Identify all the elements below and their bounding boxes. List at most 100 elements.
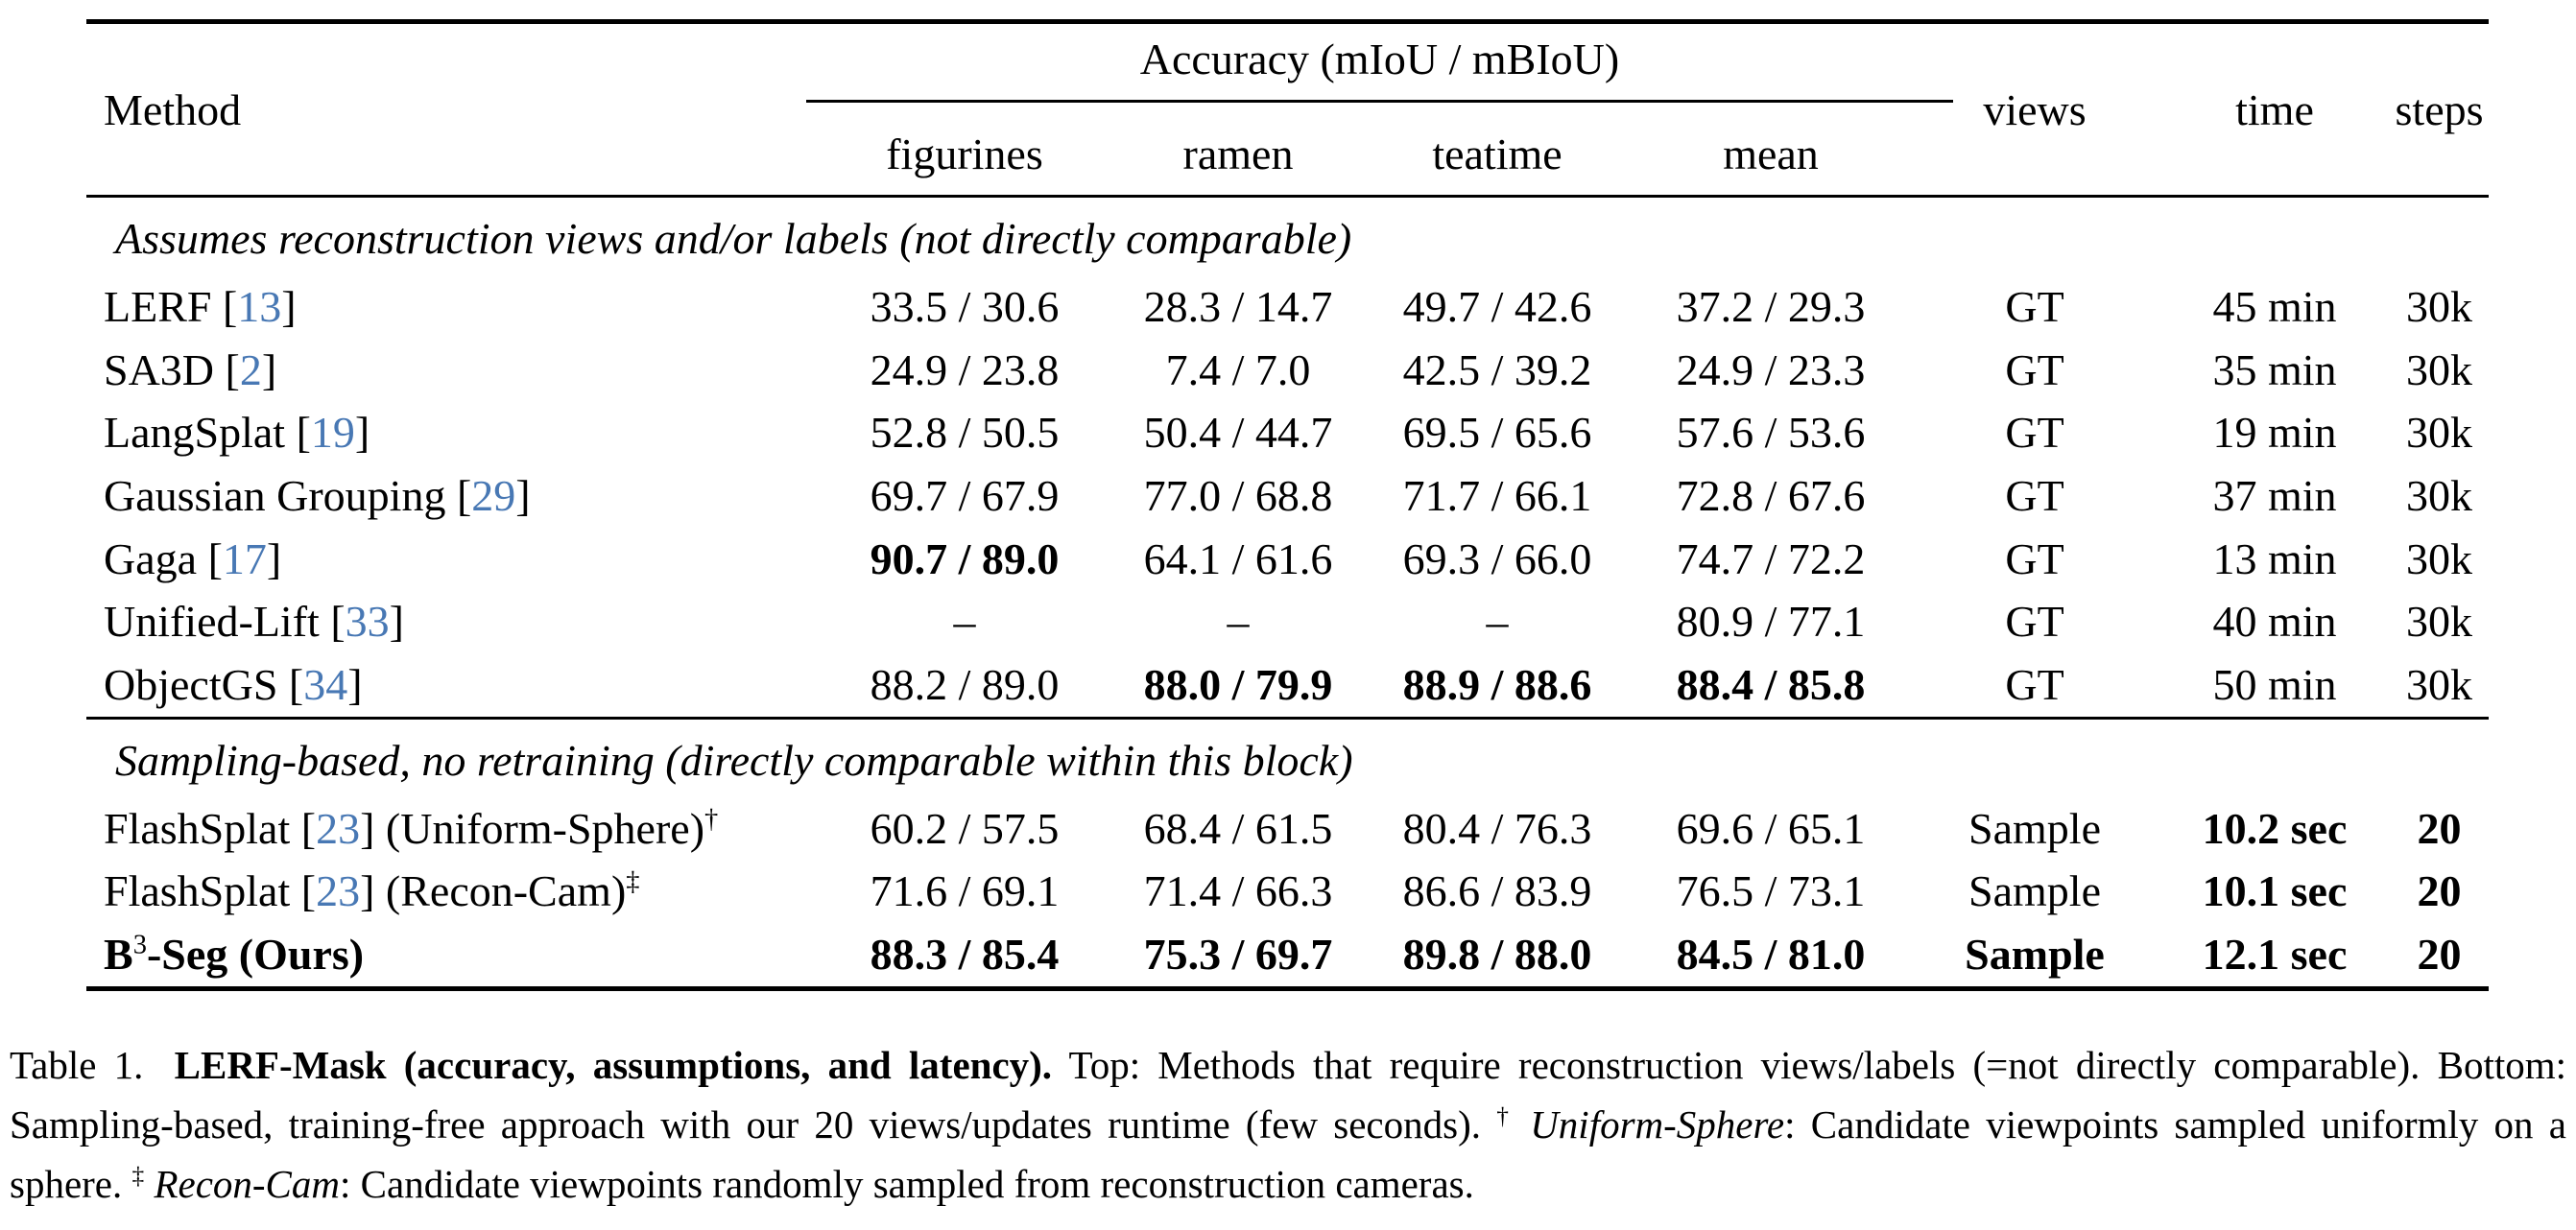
time-value: 35 min <box>2212 344 2337 394</box>
citation-link[interactable]: [29] <box>456 471 531 521</box>
views-value: GT <box>2005 282 2064 331</box>
teatime-score: 42.5 / 39.2 <box>1402 344 1592 394</box>
double-dagger-footnote-mark: ‡ <box>626 867 640 898</box>
table-row: FlashSplat [23] (Recon-Cam)‡ 71.6 / 69.1… <box>86 860 2489 923</box>
ramen-score: 28.3 / 14.7 <box>1143 282 1333 331</box>
mean-score: 88.4 / 85.8 <box>1676 660 1866 710</box>
views-value: GT <box>2005 597 2064 647</box>
column-header-mean: mean <box>1723 129 1819 178</box>
table-caption: Table 1. LERF-Mask (accuracy, assumption… <box>10 1035 2566 1214</box>
column-header-steps: steps <box>2395 84 2484 134</box>
column-header-ramen: ramen <box>1182 129 1294 178</box>
views-value: Sample <box>1968 866 2101 916</box>
citation-link[interactable]: [19] <box>296 408 370 458</box>
method-name: FlashSplat [23] (Recon-Cam)‡ <box>104 866 640 916</box>
views-value: GT <box>2005 660 2064 710</box>
figurines-score: 33.5 / 30.6 <box>870 282 1060 331</box>
method-name: ObjectGS [34] <box>104 660 363 710</box>
caption-ddagger-text: : Candidate viewpoints randomly sampled … <box>340 1161 1474 1206</box>
teatime-score: 80.4 / 76.3 <box>1402 803 1592 853</box>
section-a-title: Assumes reconstruction views and/or labe… <box>115 214 1352 263</box>
column-header-time: time <box>2235 84 2314 134</box>
table-row: Gaussian Grouping [29] 69.7 / 67.9 77.0 … <box>86 464 2489 528</box>
method-name: Unified-Lift [33] <box>104 597 404 647</box>
time-value: 12.1 sec <box>2202 930 2348 980</box>
ramen-score: 7.4 / 7.0 <box>1165 344 1311 394</box>
mean-score: 74.7 / 72.2 <box>1676 533 1866 583</box>
ramen-score: 50.4 / 44.7 <box>1143 408 1333 458</box>
teatime-score: 49.7 / 42.6 <box>1402 282 1592 331</box>
figurines-score: 69.7 / 67.9 <box>870 471 1060 521</box>
mean-score: 76.5 / 73.1 <box>1676 866 1866 916</box>
figurines-score: 52.8 / 50.5 <box>870 408 1060 458</box>
table-row: B3-Seg (Ours) 88.3 / 85.4 75.3 / 69.7 89… <box>86 923 2489 988</box>
teatime-score: 69.3 / 66.0 <box>1402 533 1592 583</box>
time-value: 50 min <box>2212 660 2337 710</box>
steps-value: 20 <box>2417 866 2462 916</box>
time-value: 45 min <box>2212 282 2337 331</box>
figurines-score: 71.6 / 69.1 <box>870 866 1060 916</box>
teatime-score: 69.5 / 65.6 <box>1402 408 1592 458</box>
ramen-score: 71.4 / 66.3 <box>1143 866 1333 916</box>
table-row: Gaga [17] 90.7 / 89.0 64.1 / 61.6 69.3 /… <box>86 528 2489 591</box>
ramen-score: 77.0 / 68.8 <box>1143 471 1333 521</box>
accuracy-group-label: Accuracy (mIoU / mBIoU) <box>806 34 1954 103</box>
mean-score: 24.9 / 23.3 <box>1676 344 1866 394</box>
section-title-row: Assumes reconstruction views and/or labe… <box>86 197 2489 276</box>
views-value: GT <box>2005 533 2064 583</box>
section-sampling-methods: Sampling-based, no retraining (directly … <box>86 718 2490 988</box>
steps-value: 20 <box>2417 930 2462 980</box>
ramen-score: 64.1 / 61.6 <box>1143 533 1333 583</box>
teatime-score: 86.6 / 83.9 <box>1402 866 1592 916</box>
figurines-score: 90.7 / 89.0 <box>870 533 1060 583</box>
method-name: SA3D [2] <box>104 344 277 394</box>
teatime-score: 88.9 / 88.6 <box>1402 660 1592 710</box>
citation-link[interactable]: [2] <box>225 344 277 394</box>
citation-link[interactable]: [33] <box>330 597 404 647</box>
mean-score: 84.5 / 81.0 <box>1676 930 1866 980</box>
double-dagger-footnote-mark: ‡ <box>131 1162 145 1190</box>
citation-link[interactable]: [17] <box>207 533 282 583</box>
steps-value: 30k <box>2406 597 2473 647</box>
table-header: Method Accuracy (mIoU / mBIoU) views tim… <box>86 22 2490 197</box>
column-group-accuracy: Accuracy (mIoU / mBIoU) <box>806 22 1954 113</box>
steps-value: 30k <box>2406 660 2473 710</box>
section-b-title: Sampling-based, no retraining (directly … <box>115 735 1353 785</box>
steps-value: 30k <box>2406 344 2473 394</box>
time-value: 40 min <box>2212 597 2337 647</box>
table-row: FlashSplat [23] (Uniform-Sphere)† 60.2 /… <box>86 797 2489 861</box>
citation-link[interactable]: [23] <box>300 803 375 853</box>
mean-score: 72.8 / 67.6 <box>1676 471 1866 521</box>
steps-value: 30k <box>2406 533 2473 583</box>
citation-link[interactable]: [13] <box>222 282 297 331</box>
results-table: Method Accuracy (mIoU / mBIoU) views tim… <box>86 19 2490 991</box>
caption-term-recon-cam: Recon-Cam <box>154 1161 341 1206</box>
mean-score: 80.9 / 77.1 <box>1676 597 1866 647</box>
column-header-views: views <box>1983 84 2087 134</box>
citation-link[interactable]: [34] <box>288 660 363 710</box>
method-name: LERF [13] <box>104 282 297 331</box>
views-value: Sample <box>1968 803 2101 853</box>
mean-score: 37.2 / 29.3 <box>1676 282 1866 331</box>
table-row: SA3D [2] 24.9 / 23.8 7.4 / 7.0 42.5 / 39… <box>86 339 2489 402</box>
figurines-score: – <box>953 597 976 647</box>
mean-score: 57.6 / 53.6 <box>1676 408 1866 458</box>
steps-value: 30k <box>2406 408 2473 458</box>
time-value: 19 min <box>2212 408 2337 458</box>
teatime-score: 89.8 / 88.0 <box>1402 930 1592 980</box>
citation-link[interactable]: [23] <box>300 866 375 916</box>
views-value: Sample <box>1965 930 2105 980</box>
method-name-ours: B3-Seg (Ours) <box>104 930 365 980</box>
method-name: Gaussian Grouping [29] <box>104 471 531 521</box>
caption-label: Table 1. <box>10 1042 144 1087</box>
steps-value: 30k <box>2406 282 2473 331</box>
table-row: Unified-Lift [33] – – – 80.9 / 77.1 GT 4… <box>86 590 2489 653</box>
column-header-figurines: figurines <box>886 129 1043 178</box>
views-value: GT <box>2005 471 2064 521</box>
steps-value: 30k <box>2406 471 2473 521</box>
caption-body: Top: Methods that require reconstruction… <box>10 1042 2567 1147</box>
figurines-score: 88.3 / 85.4 <box>870 930 1060 980</box>
ramen-score: – <box>1227 597 1250 647</box>
ramen-score: 68.4 / 61.5 <box>1143 803 1333 853</box>
mean-score: 69.6 / 65.1 <box>1676 803 1866 853</box>
